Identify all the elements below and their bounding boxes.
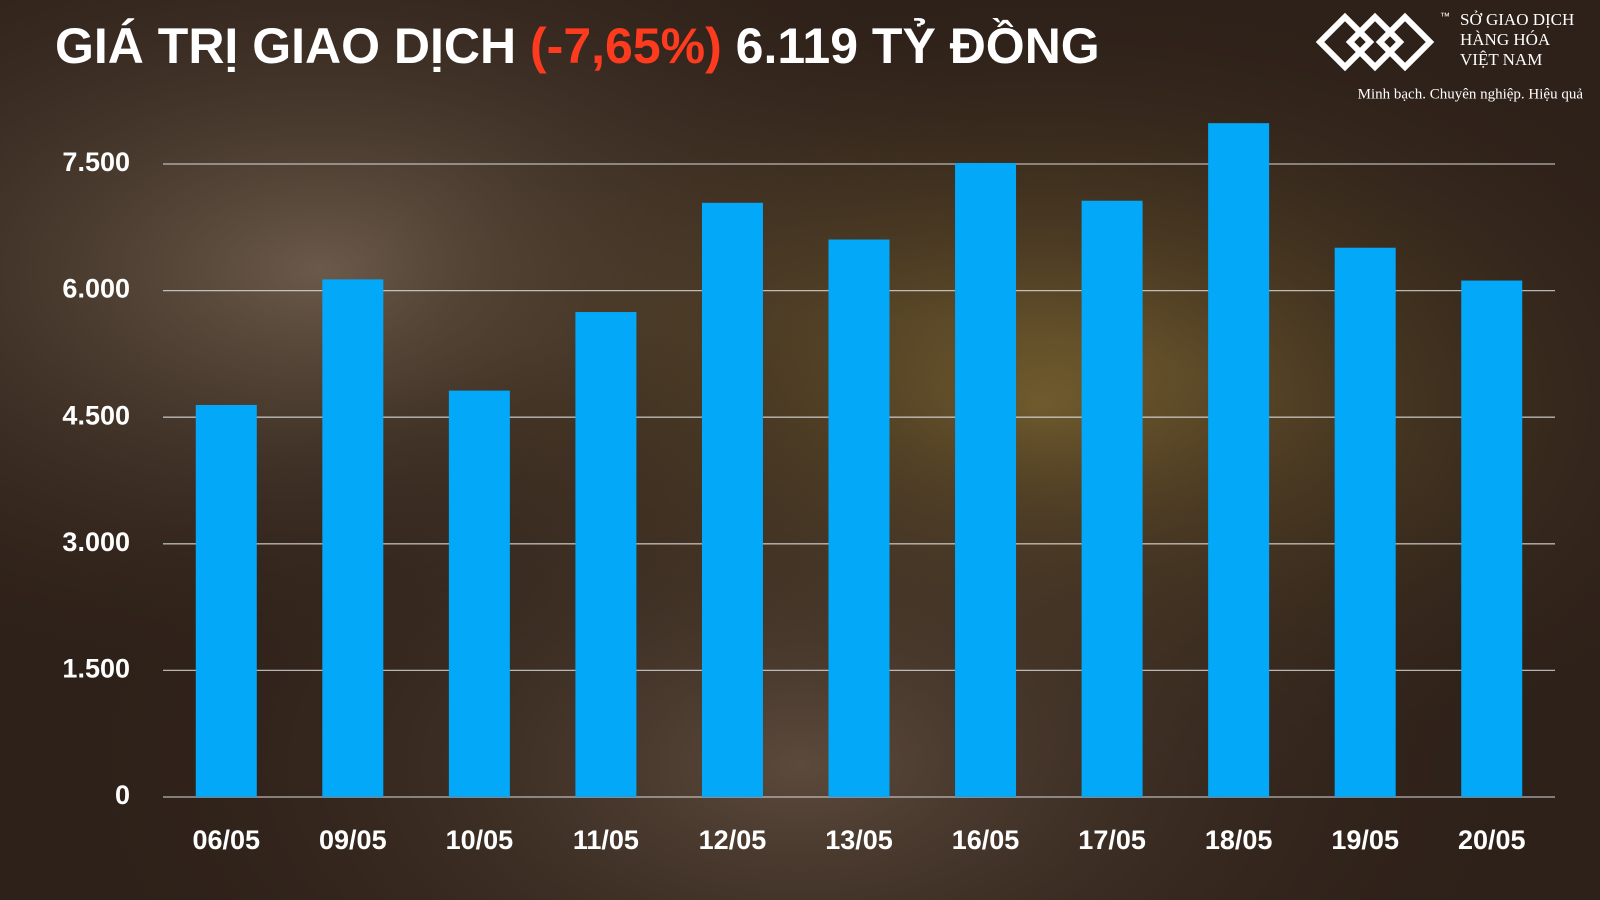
logo-text: HÀNG HÓA [1460, 30, 1551, 49]
y-tick-label: 4.500 [62, 400, 130, 430]
x-tick-label: 06/05 [192, 825, 260, 855]
y-tick-label: 7.500 [62, 147, 130, 177]
y-tick-label: 0 [115, 780, 130, 810]
title-main: GIÁ TRỊ GIAO DỊCH [55, 18, 516, 74]
x-tick-label: 17/05 [1078, 825, 1146, 855]
x-tick-label: 19/05 [1331, 825, 1399, 855]
chart-title: GIÁ TRỊ GIAO DỊCH (-7,65%) 6.119 TỶ ĐỒNG [55, 18, 1100, 74]
logo-trademark: ™ [1440, 12, 1450, 23]
bar [1334, 247, 1396, 797]
x-tick-label: 11/05 [573, 825, 639, 855]
bar [1208, 123, 1270, 798]
bar [322, 279, 384, 798]
bar [1081, 200, 1143, 798]
logo [1315, 12, 1435, 72]
logo-text: VIỆT NAM [1460, 50, 1542, 69]
logo-slogan: Minh bạch. Chuyên nghiệp. Hiệu quả [1358, 86, 1584, 102]
x-tick-label: 12/05 [699, 825, 767, 855]
y-tick-label: 1.500 [62, 654, 130, 684]
bar [701, 202, 763, 798]
x-tick-label: 16/05 [952, 825, 1020, 855]
bar [955, 162, 1017, 798]
x-tick-label: 13/05 [825, 825, 893, 855]
logo-text: SỞ GIAO DỊCH [1460, 10, 1574, 29]
title-change: (-7,65%) [530, 18, 722, 74]
x-tick-label: 09/05 [319, 825, 387, 855]
bar [828, 239, 890, 798]
bar [448, 390, 510, 797]
bar [195, 404, 257, 797]
logo-mark [1315, 12, 1435, 72]
x-tick-label: 18/05 [1205, 825, 1273, 855]
x-tick-label: 20/05 [1458, 825, 1526, 855]
y-tick-label: 3.000 [62, 527, 130, 557]
x-tick-label: 10/05 [446, 825, 514, 855]
title-total: 6.119 TỶ ĐỒNG [736, 18, 1100, 74]
y-tick-label: 6.000 [62, 274, 130, 304]
bar [575, 312, 637, 797]
bar [1461, 280, 1523, 797]
